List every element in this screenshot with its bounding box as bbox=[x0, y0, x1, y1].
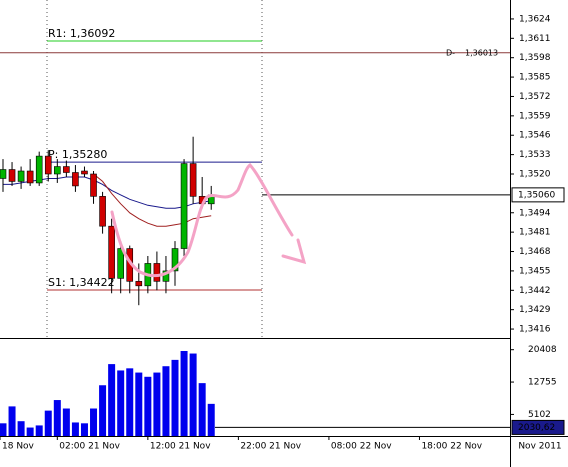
candle-body bbox=[72, 172, 79, 187]
volume-bar bbox=[189, 353, 197, 436]
volume-bar bbox=[117, 370, 125, 436]
candle-body bbox=[189, 163, 197, 197]
volume-bar bbox=[126, 368, 134, 436]
y-tick-label: 1,3481 bbox=[519, 228, 551, 238]
level-label: P: 1,35280 bbox=[48, 148, 107, 161]
volume-bar bbox=[90, 408, 98, 436]
candle-body bbox=[162, 270, 170, 282]
period-label: Nov 2011 bbox=[518, 442, 561, 452]
volume-bar bbox=[26, 427, 34, 436]
y-tick-label: 1,3494 bbox=[519, 208, 551, 218]
x-tick-label: 18:00 22 Nov bbox=[421, 442, 482, 452]
y-tick-label: 1,3468 bbox=[519, 247, 551, 257]
y-tick-label: 1,3442 bbox=[519, 286, 551, 296]
volume-bar bbox=[0, 423, 7, 436]
candle-body bbox=[17, 170, 25, 182]
candle-body bbox=[153, 263, 161, 282]
last-volume-label: 2030,62 bbox=[518, 423, 555, 433]
volume-tick-label: 12755 bbox=[528, 378, 557, 388]
pivot-value-label: 1,36013 bbox=[465, 48, 498, 57]
volume-bar bbox=[135, 372, 143, 436]
level-label: R1: 1,36092 bbox=[48, 27, 115, 40]
candle-body bbox=[35, 155, 43, 184]
volume-bar bbox=[198, 383, 206, 436]
y-tick-label: 1,3520 bbox=[519, 169, 551, 179]
candle-body bbox=[117, 248, 124, 279]
candle-body bbox=[0, 169, 7, 179]
pivot-label: D- bbox=[446, 48, 455, 57]
level-label: S1: 1,34422 bbox=[48, 276, 115, 289]
hand-drawn-annotation bbox=[110, 162, 307, 278]
plot: 1,3416 1,3429 1,3442 1,3455 1,3468 1,3481 1,34… bbox=[0, 14, 565, 452]
x-tick-label: 08:00 22 Nov bbox=[331, 442, 392, 452]
last-volume-box bbox=[511, 419, 565, 435]
y-tick-label: 1,3429 bbox=[519, 305, 551, 315]
volume-bar bbox=[108, 364, 116, 436]
candle-body bbox=[63, 166, 70, 173]
volume-bar bbox=[162, 366, 170, 436]
candle-body bbox=[171, 248, 179, 272]
volume-bar bbox=[180, 350, 188, 436]
candle-body bbox=[180, 163, 188, 249]
candle-body bbox=[54, 166, 61, 175]
x-tick-label: 12:00 21 Nov bbox=[150, 442, 211, 452]
y-tick-label: 1,3455 bbox=[519, 266, 551, 276]
y-tick-label: 1,3611 bbox=[519, 34, 551, 44]
volume-tick-label: 5102 bbox=[528, 410, 551, 420]
y-tick-label: 1,3585 bbox=[519, 73, 551, 83]
x-tick-label: 22:00 21 Nov bbox=[240, 442, 301, 452]
candle-body bbox=[135, 281, 143, 287]
x-tick-label: 02:00 21 Nov bbox=[59, 442, 120, 452]
volume-bar bbox=[153, 372, 161, 436]
volume-bar bbox=[35, 425, 43, 436]
candle-body bbox=[90, 173, 97, 197]
volume-bar bbox=[71, 422, 79, 436]
volume-bar bbox=[44, 410, 52, 436]
volume-bar bbox=[207, 403, 215, 436]
candle-body bbox=[8, 169, 16, 182]
y-tick-label: 1,3533 bbox=[519, 150, 551, 160]
candle-body bbox=[26, 170, 34, 184]
candle-body bbox=[44, 155, 52, 175]
last-price-label: 1,35060 bbox=[518, 190, 555, 200]
y-tick-label: 1,3559 bbox=[519, 111, 551, 121]
y-tick-label: 1,3598 bbox=[519, 53, 551, 63]
y-tick-label: 1,3624 bbox=[519, 14, 551, 24]
volume-bar bbox=[17, 421, 25, 436]
volume-bar bbox=[62, 408, 70, 436]
volume-bar bbox=[99, 385, 107, 436]
y-tick-label: 1,3416 bbox=[519, 325, 551, 335]
last-price-box bbox=[511, 187, 565, 203]
candle-body bbox=[81, 170, 88, 175]
y-tick-label: 1,3546 bbox=[519, 131, 551, 141]
volume-bar bbox=[8, 406, 16, 436]
volume-bar bbox=[144, 376, 152, 436]
volume-bar bbox=[171, 359, 179, 436]
x-tick-label: 18 Nov bbox=[2, 442, 35, 452]
moving-average bbox=[93, 173, 212, 227]
volume-bar bbox=[53, 400, 61, 436]
volume-tick-label: 20408 bbox=[528, 345, 557, 355]
volume-bar bbox=[80, 423, 88, 436]
y-tick-label: 1,3572 bbox=[519, 92, 551, 102]
candle-body bbox=[108, 225, 115, 279]
candle-body bbox=[99, 196, 106, 227]
